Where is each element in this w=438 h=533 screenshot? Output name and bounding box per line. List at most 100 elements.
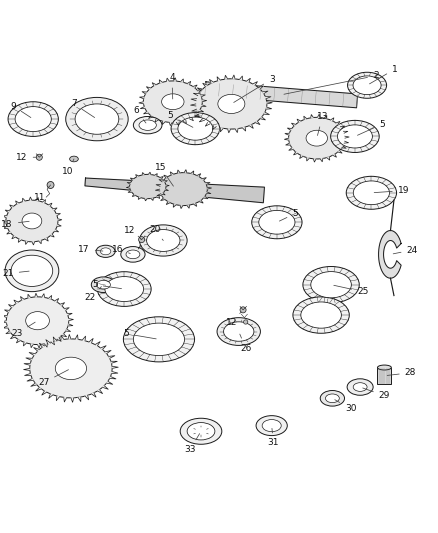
Polygon shape: [85, 395, 88, 400]
Polygon shape: [235, 128, 238, 133]
Polygon shape: [35, 293, 38, 297]
Polygon shape: [2, 221, 6, 223]
Polygon shape: [340, 126, 345, 128]
Polygon shape: [209, 79, 214, 83]
Polygon shape: [36, 198, 39, 201]
Polygon shape: [55, 298, 59, 302]
Polygon shape: [267, 102, 272, 104]
Ellipse shape: [196, 79, 267, 129]
Ellipse shape: [259, 211, 295, 234]
Polygon shape: [109, 356, 115, 358]
Text: 13: 13: [317, 112, 328, 135]
Ellipse shape: [133, 323, 184, 356]
Polygon shape: [199, 110, 204, 112]
Polygon shape: [26, 358, 32, 360]
Polygon shape: [318, 114, 320, 117]
Polygon shape: [36, 387, 41, 391]
Text: 11: 11: [34, 187, 49, 201]
Polygon shape: [166, 185, 169, 187]
Ellipse shape: [105, 277, 144, 302]
Polygon shape: [206, 192, 211, 194]
Polygon shape: [202, 100, 207, 102]
Polygon shape: [29, 352, 35, 356]
Polygon shape: [128, 191, 132, 192]
Polygon shape: [101, 346, 106, 350]
Polygon shape: [155, 174, 157, 176]
Ellipse shape: [11, 255, 53, 286]
Polygon shape: [378, 230, 401, 278]
Ellipse shape: [22, 213, 42, 229]
Polygon shape: [42, 200, 46, 203]
Polygon shape: [2, 316, 7, 318]
Polygon shape: [345, 136, 349, 138]
Text: 5: 5: [168, 111, 193, 127]
Polygon shape: [197, 174, 201, 176]
Polygon shape: [148, 172, 151, 174]
Ellipse shape: [6, 297, 69, 344]
Polygon shape: [166, 78, 169, 82]
Polygon shape: [68, 324, 73, 326]
Polygon shape: [89, 338, 93, 343]
Polygon shape: [184, 169, 187, 173]
Polygon shape: [34, 348, 39, 351]
Polygon shape: [145, 198, 147, 201]
Polygon shape: [126, 187, 130, 188]
Polygon shape: [327, 157, 330, 160]
Polygon shape: [190, 118, 194, 121]
Polygon shape: [144, 111, 148, 114]
Polygon shape: [266, 107, 272, 109]
Polygon shape: [49, 394, 53, 398]
Polygon shape: [68, 335, 71, 339]
Polygon shape: [112, 366, 118, 368]
Ellipse shape: [66, 98, 128, 141]
Polygon shape: [242, 127, 246, 131]
Ellipse shape: [262, 419, 281, 432]
Ellipse shape: [217, 318, 261, 345]
Polygon shape: [146, 87, 151, 90]
Polygon shape: [106, 381, 113, 384]
Ellipse shape: [96, 245, 115, 257]
Text: 5: 5: [357, 120, 385, 135]
Polygon shape: [343, 131, 348, 133]
Polygon shape: [204, 196, 208, 199]
Polygon shape: [16, 201, 19, 204]
Polygon shape: [142, 92, 147, 94]
Polygon shape: [180, 205, 183, 208]
Polygon shape: [24, 368, 30, 370]
Text: 12: 12: [124, 227, 141, 240]
Polygon shape: [66, 329, 71, 332]
Ellipse shape: [70, 156, 78, 162]
Polygon shape: [199, 119, 205, 122]
Ellipse shape: [348, 72, 387, 98]
Polygon shape: [202, 177, 206, 180]
Polygon shape: [307, 158, 309, 161]
Polygon shape: [195, 114, 200, 117]
Polygon shape: [45, 343, 47, 347]
Polygon shape: [53, 208, 57, 211]
Ellipse shape: [171, 112, 219, 144]
Ellipse shape: [15, 107, 51, 132]
Text: 28: 28: [387, 368, 416, 377]
Text: 1: 1: [370, 64, 398, 84]
Polygon shape: [191, 104, 196, 106]
Ellipse shape: [147, 230, 180, 252]
Polygon shape: [64, 308, 69, 310]
Ellipse shape: [346, 176, 396, 209]
Polygon shape: [286, 143, 290, 145]
Polygon shape: [166, 201, 170, 205]
Polygon shape: [110, 376, 116, 379]
Polygon shape: [285, 133, 290, 135]
Polygon shape: [75, 335, 78, 340]
Polygon shape: [42, 391, 47, 395]
Ellipse shape: [180, 418, 222, 445]
Polygon shape: [180, 79, 183, 82]
Ellipse shape: [96, 280, 110, 289]
Polygon shape: [160, 176, 163, 179]
Ellipse shape: [347, 379, 373, 395]
Text: 25: 25: [334, 285, 368, 296]
Circle shape: [244, 320, 248, 324]
Polygon shape: [3, 215, 7, 217]
Text: 33: 33: [184, 434, 200, 454]
Ellipse shape: [223, 322, 254, 341]
Ellipse shape: [100, 248, 111, 255]
